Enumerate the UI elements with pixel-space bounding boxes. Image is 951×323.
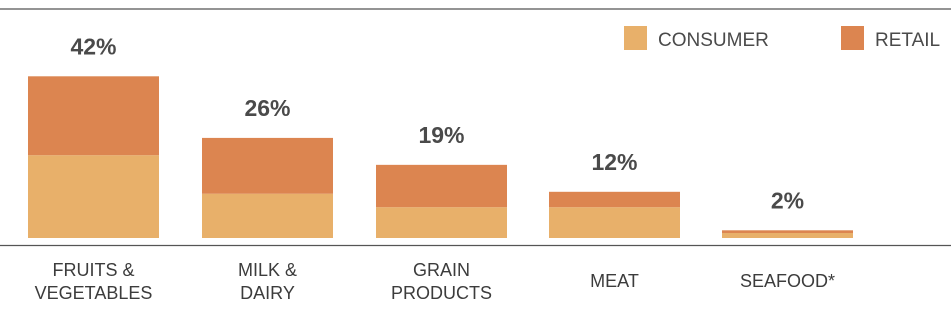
total-label-1: 26% — [244, 95, 290, 121]
bar-retail-2 — [376, 164, 507, 208]
total-label-0: 42% — [70, 33, 116, 59]
total-label-2: 19% — [418, 122, 464, 148]
category-label-3-0: MEAT — [590, 271, 639, 291]
bar-consumer-3 — [549, 207, 680, 238]
bar-consumer-4 — [722, 232, 853, 238]
bar-retail-3 — [549, 191, 680, 208]
total-label-4: 2% — [771, 187, 804, 213]
category-label-1-0: MILK & — [238, 260, 297, 280]
category-labels: FRUITS & VEGETABLES MILK & DAIRY GRAIN PRODUC… — [35, 260, 835, 303]
legend-label-retail: RETAIL — [875, 30, 940, 51]
legend-label-consumer: CONSUMER — [658, 30, 769, 51]
legend: CONSUMER RETAIL — [624, 26, 940, 51]
total-label-3: 12% — [591, 149, 637, 175]
bar-retail-1 — [202, 137, 333, 194]
category-label-4-0: SEAFOOD* — [740, 271, 835, 291]
bar-retail-0 — [28, 76, 159, 156]
bar-consumer-0 — [28, 155, 159, 238]
legend-swatch-consumer — [624, 26, 647, 50]
category-label-2-1: PRODUCTS — [391, 283, 492, 303]
category-label-0-0: FRUITS & — [52, 260, 134, 280]
category-label-0-1: VEGETABLES — [35, 283, 153, 303]
category-label-1-1: DAIRY — [240, 283, 295, 303]
bar-consumer-1 — [202, 193, 333, 238]
bar-retail-4 — [722, 230, 853, 233]
legend-swatch-retail — [841, 26, 864, 50]
category-label-2-0: GRAIN — [413, 260, 470, 280]
bar-consumer-2 — [376, 207, 507, 238]
bars: 42% 26% 19% 12% 2% — [28, 33, 853, 238]
